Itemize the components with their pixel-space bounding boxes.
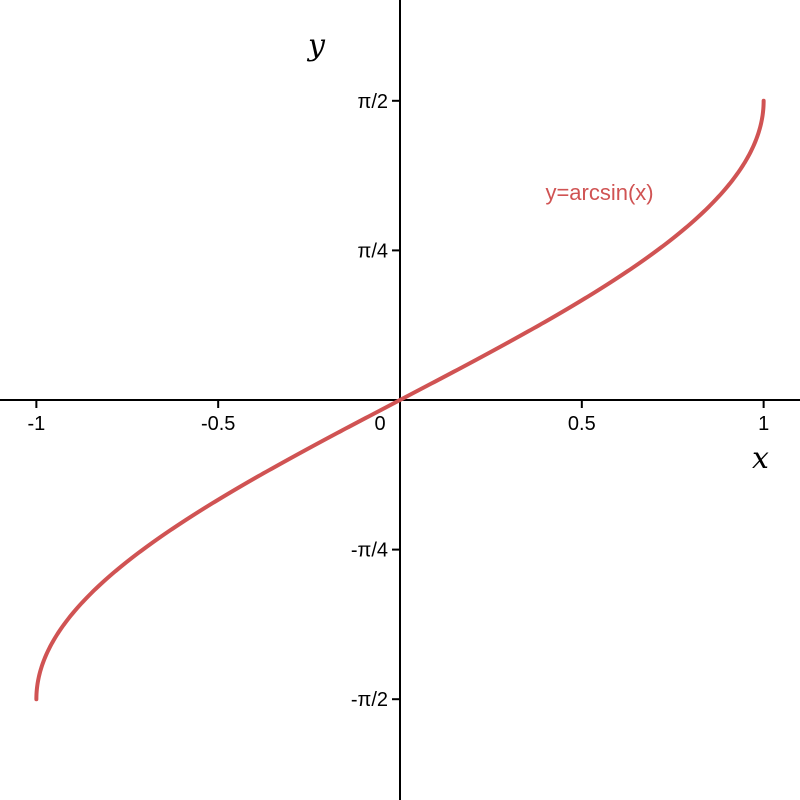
series-label: y=arcsin(x) <box>545 180 653 205</box>
x-tick-label: 1 <box>758 413 769 435</box>
y-tick-label: π/4 <box>358 240 388 262</box>
y-axis-title: y <box>306 28 326 63</box>
series-group <box>34 98 766 702</box>
ticks: -1 -0.5 0 0.5 1 -π/2 -π/4 π/4 π/2 <box>27 91 769 711</box>
y-tick-label: π/2 <box>358 91 388 113</box>
x-tick-label: 0.5 <box>568 413 596 435</box>
x-axis-title: x <box>752 441 769 476</box>
x-tick-label: -0.5 <box>201 413 235 435</box>
series-line <box>34 98 766 702</box>
y-tick-label: -π/2 <box>351 689 388 711</box>
x-tick-label: -1 <box>27 413 45 435</box>
x-tick-label: 0 <box>374 413 385 435</box>
y-tick-label: -π/4 <box>351 540 388 562</box>
